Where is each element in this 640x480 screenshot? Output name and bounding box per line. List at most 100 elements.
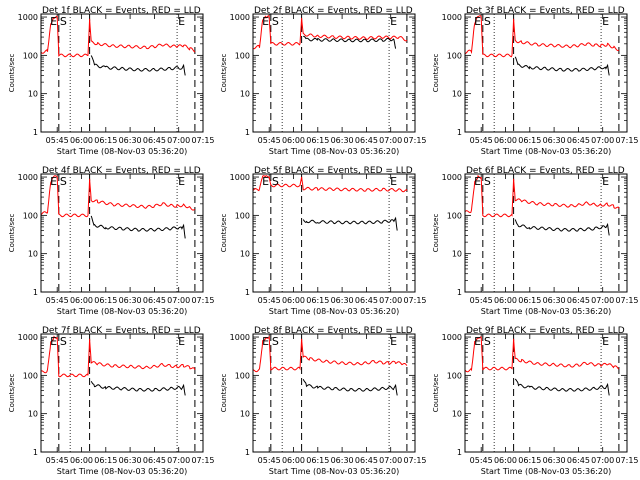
x-axis-label: Start Time (08-Nov-03 05:36:20) xyxy=(57,307,187,316)
x-tick-label: 07:00 xyxy=(167,456,190,465)
marker-s: S xyxy=(272,335,279,348)
x-tick-label: 07:15 xyxy=(191,136,214,145)
series-line-lld xyxy=(40,15,196,58)
y-axis-label: Counts/sec xyxy=(432,54,440,93)
x-tick-label: 06:15 xyxy=(94,136,117,145)
x-tick-label: 06:30 xyxy=(331,136,354,145)
x-tick-label: 06:45 xyxy=(567,296,590,305)
y-tick-label: 1000 xyxy=(442,333,462,342)
plot-frame xyxy=(40,173,204,293)
marker-e: E xyxy=(50,175,57,188)
x-tick-label: 06:00 xyxy=(494,296,517,305)
marker-e: E xyxy=(390,175,397,188)
plot-frame xyxy=(40,13,204,133)
marker-s: S xyxy=(484,175,491,188)
chart-panel-1: Det 1f BLACK = Events, RED = LLD Counts/s… xyxy=(8,6,215,156)
x-tick-label: 06:15 xyxy=(94,456,117,465)
x-tick-label: 06:45 xyxy=(143,136,166,145)
x-tick-label: 06:30 xyxy=(119,296,142,305)
marker-e: E xyxy=(262,15,269,28)
x-tick-label: 05:45 xyxy=(258,456,281,465)
marker-e: E xyxy=(50,15,57,28)
x-tick-label: 06:00 xyxy=(494,456,517,465)
x-tick-label: 06:30 xyxy=(543,296,566,305)
x-tick-label: 06:00 xyxy=(70,456,93,465)
x-tick-label: 05:45 xyxy=(470,136,493,145)
y-axis-label: Counts/sec xyxy=(220,54,228,93)
x-tick-label: 06:00 xyxy=(282,456,305,465)
x-tick-label: 05:45 xyxy=(470,456,493,465)
series-line-events xyxy=(514,378,610,396)
y-tick-label: 100 xyxy=(447,211,462,220)
marker-e: E xyxy=(474,335,481,348)
x-tick-label: 07:15 xyxy=(403,456,426,465)
x-tick-label: 06:00 xyxy=(494,136,517,145)
x-tick-label: 05:45 xyxy=(46,296,69,305)
x-axis-label: Start Time (08-Nov-03 05:36:20) xyxy=(57,467,187,476)
y-tick-label: 1000 xyxy=(230,13,250,22)
x-tick-label: 06:30 xyxy=(543,456,566,465)
chart-panel-9: Det 9f BLACK = Events, RED = LLD Counts/s… xyxy=(432,326,639,476)
x-tick-label: 06:15 xyxy=(94,296,117,305)
y-axis-label: Counts/sec xyxy=(220,374,228,413)
x-tick-label: 07:00 xyxy=(379,296,402,305)
x-tick-label: 06:00 xyxy=(282,136,305,145)
x-tick-label: 05:45 xyxy=(470,296,493,305)
chart-title: Det 4f BLACK = Events, RED = LLD xyxy=(42,166,201,176)
x-tick-label: 06:45 xyxy=(143,296,166,305)
x-tick-label: 07:00 xyxy=(379,456,402,465)
y-tick-label: 1 xyxy=(245,288,250,297)
series-line-lld xyxy=(252,175,408,193)
series-line-events xyxy=(90,381,186,396)
marker-e: E xyxy=(390,335,397,348)
x-axis-label: Start Time (08-Nov-03 05:36:20) xyxy=(269,147,399,156)
chart-title: Det 7f BLACK = Events, RED = LLD xyxy=(42,326,201,336)
y-tick-label: 1 xyxy=(33,128,38,137)
y-tick-label: 100 xyxy=(23,51,38,60)
y-tick-label: 1000 xyxy=(18,173,38,182)
chart-title: Det 1f BLACK = Events, RED = LLD xyxy=(42,6,201,16)
x-tick-label: 07:15 xyxy=(403,136,426,145)
y-axis-label: Counts/sec xyxy=(8,374,16,413)
chart-panel-3: Det 3f BLACK = Events, RED = LLD Counts/s… xyxy=(432,6,639,156)
chart-title: Det 2f BLACK = Events, RED = LLD xyxy=(254,6,413,16)
y-tick-label: 100 xyxy=(447,371,462,380)
x-tick-label: 07:00 xyxy=(167,136,190,145)
marker-e: E xyxy=(602,15,609,28)
x-tick-label: 06:45 xyxy=(567,456,590,465)
y-axis-label: Counts/sec xyxy=(8,214,16,253)
x-tick-label: 06:15 xyxy=(518,136,541,145)
marker-e: E xyxy=(390,15,397,28)
y-tick-label: 10 xyxy=(452,250,462,259)
plot-frame xyxy=(252,333,416,453)
y-tick-label: 1000 xyxy=(18,333,38,342)
plot-frame xyxy=(464,173,628,293)
y-tick-label: 1000 xyxy=(18,13,38,22)
y-tick-label: 10 xyxy=(452,90,462,99)
marker-e: E xyxy=(178,15,185,28)
x-tick-label: 06:45 xyxy=(143,456,166,465)
y-tick-label: 1 xyxy=(457,288,462,297)
x-tick-label: 06:45 xyxy=(567,136,590,145)
y-axis-label: Counts/sec xyxy=(432,374,440,413)
x-tick-label: 06:45 xyxy=(355,136,378,145)
y-tick-label: 1000 xyxy=(230,333,250,342)
x-tick-label: 05:45 xyxy=(258,296,281,305)
y-axis-label: Counts/sec xyxy=(220,214,228,253)
x-tick-label: 06:15 xyxy=(518,296,541,305)
x-tick-label: 06:30 xyxy=(119,136,142,145)
x-tick-label: 06:30 xyxy=(331,456,354,465)
chart-title: Det 5f BLACK = Events, RED = LLD xyxy=(254,166,413,176)
marker-e: E xyxy=(262,335,269,348)
x-axis-label: Start Time (08-Nov-03 05:36:20) xyxy=(269,467,399,476)
marker-e: E xyxy=(602,335,609,348)
marker-e: E xyxy=(474,15,481,28)
plot-frame xyxy=(40,333,204,453)
y-tick-label: 10 xyxy=(240,410,250,419)
x-tick-label: 06:45 xyxy=(355,296,378,305)
series-line-events xyxy=(514,219,610,236)
x-tick-label: 06:30 xyxy=(331,296,354,305)
series-line-lld xyxy=(464,175,620,218)
y-tick-label: 10 xyxy=(240,250,250,259)
x-tick-label: 06:15 xyxy=(518,456,541,465)
